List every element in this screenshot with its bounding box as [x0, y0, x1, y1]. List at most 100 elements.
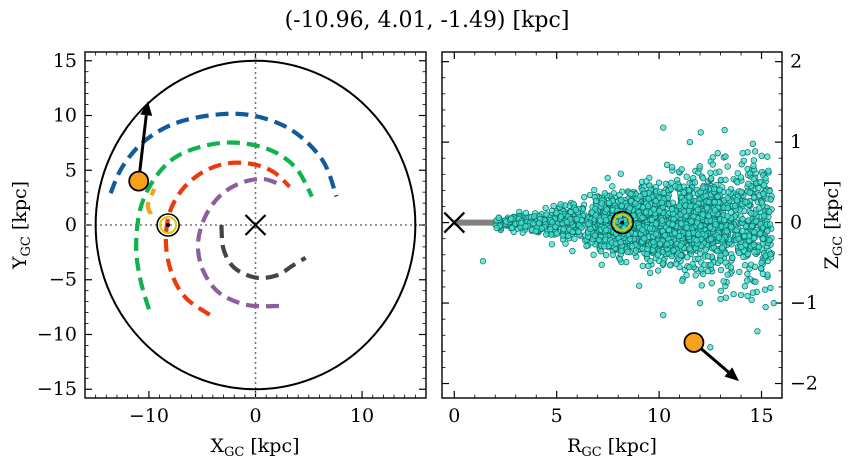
right-star-point — [730, 290, 737, 298]
right-x-tick-label: 5 — [551, 405, 563, 427]
right-galactic-center-marker — [443, 211, 466, 234]
right-star-point — [693, 219, 701, 226]
right-star-point — [714, 247, 721, 255]
right-star-point — [717, 266, 725, 274]
right-star-point — [495, 214, 502, 221]
right-star-point — [686, 264, 693, 271]
right-star-point — [733, 226, 740, 234]
right-star-outlier — [762, 303, 769, 311]
right-star-point — [493, 224, 500, 232]
right-star-point — [624, 248, 631, 255]
right-star-point — [737, 174, 745, 181]
right-star-point — [569, 247, 576, 255]
right-star-point — [530, 220, 537, 227]
right-star-outlier — [744, 277, 751, 284]
right-star-point — [720, 278, 727, 285]
right-star-point — [661, 232, 669, 239]
right-star-point — [725, 189, 732, 196]
right-star-point — [759, 235, 767, 242]
right-star-point — [750, 162, 757, 170]
left-spiral-arm — [163, 160, 292, 317]
right-star-point — [643, 178, 650, 185]
right-star-point — [708, 175, 715, 182]
right-star-point — [626, 205, 634, 212]
right-star-point — [645, 195, 652, 202]
right-star-point — [699, 211, 707, 218]
right-star-point — [676, 202, 683, 210]
right-star-point — [715, 234, 722, 241]
right-star-point — [543, 211, 550, 218]
right-star-point — [744, 250, 751, 258]
right-star-point — [714, 150, 721, 157]
right-star-point — [662, 180, 669, 187]
right-star-point — [603, 226, 610, 234]
right-star-point — [602, 252, 610, 259]
right-star-point — [680, 208, 688, 215]
left-sun-marker — [159, 216, 178, 234]
right-star-point — [749, 289, 757, 296]
right-star-point — [711, 185, 718, 193]
left-spiral-arm — [219, 224, 307, 281]
right-star-point — [707, 261, 715, 268]
right-star-point — [655, 179, 663, 186]
right-star-point — [658, 199, 666, 206]
right-star-point — [639, 262, 646, 270]
right-sun-marker — [620, 220, 625, 225]
right-sun-marker — [613, 213, 632, 232]
right-star-point — [760, 212, 768, 219]
left-velocity-arrow-head — [140, 101, 153, 116]
right-star-point — [756, 230, 764, 237]
right-x-axis-label: RGC [kpc] — [567, 435, 657, 460]
right-star-point — [603, 206, 610, 213]
right-star-point — [628, 243, 636, 250]
left-y-tick-label: 0 — [65, 214, 77, 236]
left-panel: −10 0 10 −15 −10 −5 0 5 10 15 XGC [kpc] YGC [kpc] — [9, 50, 427, 460]
right-star-point — [598, 261, 605, 268]
left-spiral-arm — [195, 176, 283, 309]
right-star-point — [668, 252, 675, 260]
right-star-point — [745, 217, 752, 224]
left-spiral-arm — [134, 140, 314, 310]
right-star-point — [734, 170, 741, 177]
right-star-point — [728, 224, 735, 231]
right-star-point — [663, 161, 671, 168]
right-star-point — [610, 190, 617, 197]
right-star-point — [680, 189, 687, 196]
right-star-point — [549, 219, 556, 226]
right-star-point — [724, 271, 731, 278]
right-star-point — [695, 231, 702, 238]
right-star-point — [605, 199, 613, 206]
right-star-point — [547, 226, 554, 233]
right-star-point — [748, 222, 756, 230]
right-star-point — [656, 207, 663, 215]
right-y-axis-label: ZGC [kpc] — [821, 181, 846, 270]
right-star-point — [711, 199, 718, 206]
left-x-axis-label: XGC [kpc] — [210, 435, 299, 460]
right-star-point — [591, 186, 598, 194]
right-star-outlier — [770, 299, 777, 307]
right-star-point — [650, 206, 657, 213]
right-star-point — [746, 189, 754, 196]
right-star-point — [756, 205, 763, 212]
right-star-point — [712, 207, 719, 214]
right-x-tick-label: 0 — [448, 405, 460, 427]
right-star-point — [767, 251, 774, 258]
right-star-point — [707, 169, 714, 176]
right-star-point — [618, 247, 625, 255]
right-star-point — [744, 270, 751, 278]
right-star-point — [752, 218, 760, 225]
right-star-point — [542, 204, 549, 212]
right-star-point — [687, 202, 694, 210]
right-star-point — [593, 197, 600, 205]
right-star-point — [750, 157, 758, 164]
right-star-point — [686, 245, 693, 252]
right-star-point — [517, 219, 525, 227]
left-sun-marker — [156, 213, 180, 237]
right-star-point — [705, 198, 712, 206]
right-star-outlier — [717, 295, 724, 303]
right-star-point — [691, 179, 699, 186]
right-star-point — [660, 189, 667, 197]
right-star-point — [750, 175, 757, 183]
right-star-point — [733, 197, 741, 204]
right-star-point — [739, 216, 746, 223]
